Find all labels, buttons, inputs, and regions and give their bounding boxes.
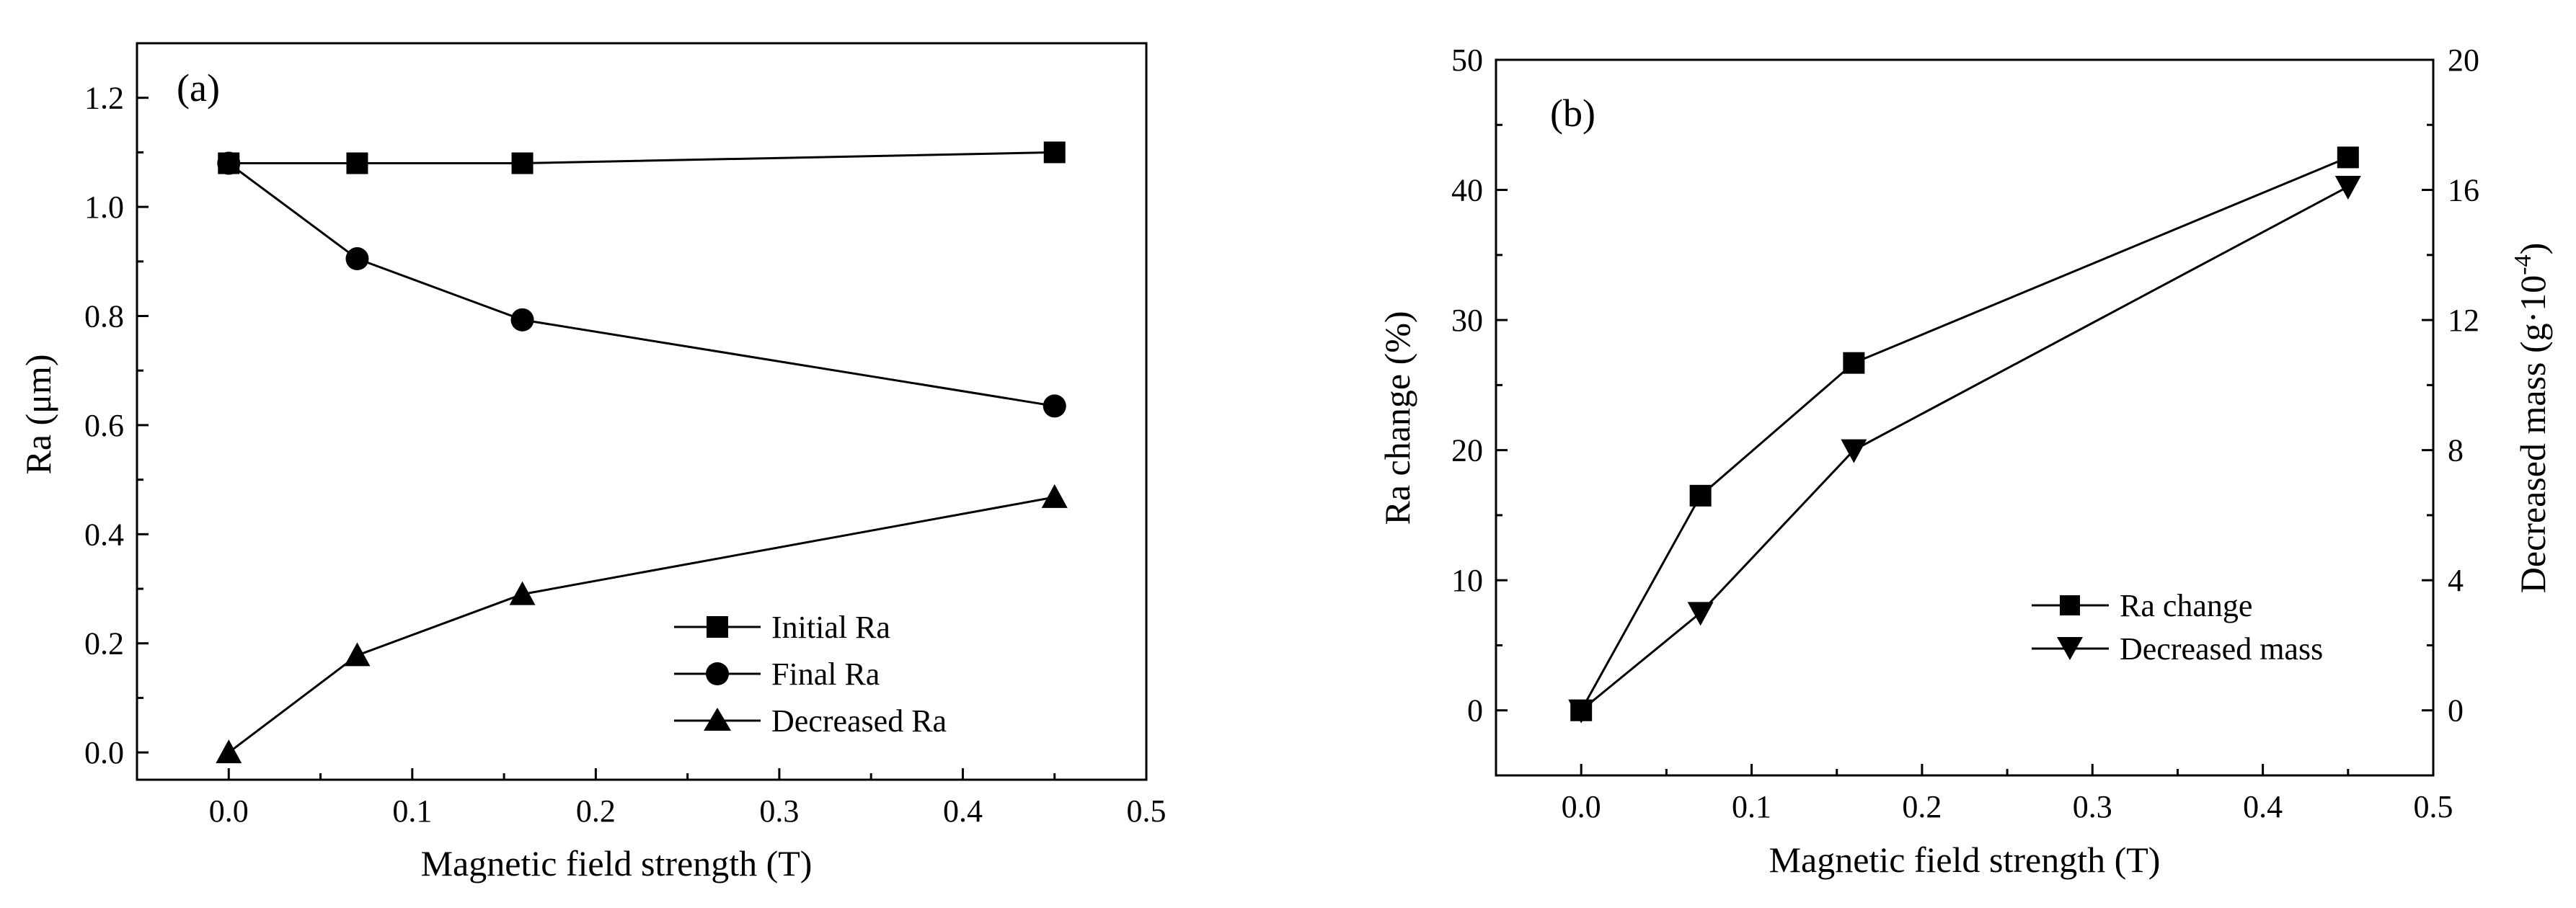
panel-b-right-y-axis-title: Decreased mass (g·10-4) bbox=[2510, 243, 2553, 593]
data-point-decreased-mass bbox=[2334, 176, 2361, 200]
data-point-initial-ra bbox=[511, 152, 534, 174]
panel-a-x-ticks: 0.0 0.1 0.2 0.3 0.4 0.5 bbox=[209, 768, 1167, 829]
series-decreased-mass bbox=[1568, 176, 2361, 724]
data-point-decreased-ra bbox=[1041, 484, 1068, 508]
x-tick-label: 0.1 bbox=[392, 793, 432, 829]
legend-marker-final-ra bbox=[706, 662, 729, 685]
legend-item-ra-change: Ra change bbox=[2032, 588, 2252, 623]
y-tick-label: 16 bbox=[2448, 173, 2479, 208]
panel-b-right-y-ticks: 0 4 8 12 16 20 bbox=[2422, 43, 2479, 729]
data-point-decreased-mass bbox=[1568, 699, 1595, 724]
y-tick-label: 20 bbox=[2448, 43, 2479, 78]
data-point-final-ra bbox=[510, 308, 534, 331]
x-tick-label: 0.1 bbox=[1732, 789, 1771, 824]
legend-item-final-ra: Final Ra bbox=[674, 656, 880, 692]
right-y-title-exponent: -4 bbox=[2510, 254, 2536, 275]
y-tick-label: 0.2 bbox=[84, 626, 124, 662]
panel-b-plot-frame bbox=[1495, 58, 2435, 777]
series-line-decreased-mass bbox=[1580, 185, 2349, 711]
legend-marker-decreased-mass bbox=[2057, 637, 2083, 660]
x-tick-label: 0.3 bbox=[759, 793, 799, 829]
legend-label-decreased-ra: Decreased Ra bbox=[771, 703, 947, 739]
x-tick-label: 0.0 bbox=[1562, 789, 1601, 824]
x-tick-label: 0.2 bbox=[1902, 789, 1942, 824]
y-tick-label: 0.8 bbox=[84, 299, 124, 334]
y-tick-label: 20 bbox=[1451, 433, 1483, 468]
x-tick-label: 0.5 bbox=[1127, 793, 1167, 829]
series-line-final-ra bbox=[228, 162, 1055, 407]
x-tick-label: 0.5 bbox=[2414, 789, 2453, 824]
panel-a-y-axis-title: Ra (μm) bbox=[18, 354, 58, 474]
panel-b-series bbox=[1568, 146, 2361, 724]
panel-a-legend: Initial Ra Final Ra Decreased Ra bbox=[674, 610, 947, 739]
panel-b-label: (b) bbox=[1550, 92, 1595, 135]
x-tick-label: 0.4 bbox=[943, 793, 983, 829]
legend-item-decreased-mass: Decreased mass bbox=[2032, 631, 2323, 667]
y-tick-label: 4 bbox=[2448, 563, 2464, 598]
legend-label-final-ra: Final Ra bbox=[771, 656, 880, 692]
panel-a-series bbox=[216, 141, 1068, 764]
data-point-initial-ra bbox=[346, 152, 368, 174]
legend-item-initial-ra: Initial Ra bbox=[674, 610, 890, 645]
legend-item-decreased-ra: Decreased Ra bbox=[674, 703, 947, 739]
y-tick-label: 12 bbox=[2448, 303, 2479, 338]
series-final-ra bbox=[217, 151, 1066, 418]
y-tick-label: 8 bbox=[2448, 433, 2464, 468]
data-point-decreased-ra bbox=[344, 642, 371, 667]
legend-marker-decreased-ra bbox=[704, 708, 731, 731]
panel-a: 0.0 0.1 0.2 0.3 0.4 0.5 0.0 0.2 0.4 0.6 0.8 1.0 1.2… bbox=[18, 42, 1167, 883]
legend-label-initial-ra: Initial Ra bbox=[771, 610, 890, 645]
data-point-decreased-mass bbox=[1841, 439, 1867, 463]
data-point-ra-change bbox=[1843, 352, 1865, 374]
panel-a-plot-frame bbox=[136, 42, 1148, 781]
y-tick-label: 50 bbox=[1451, 43, 1483, 78]
panel-b: 0.0 0.1 0.2 0.3 0.4 0.5 0 10 20 30 40 50 0 4 8 12 16 20… bbox=[1377, 43, 2553, 880]
y-tick-label: 1.0 bbox=[84, 190, 124, 225]
panel-a-y-ticks: 0.0 0.2 0.4 0.6 0.8 1.0 1.2 bbox=[84, 81, 149, 770]
panel-a-label: (a) bbox=[177, 66, 220, 110]
data-point-final-ra bbox=[217, 151, 241, 175]
legend-label-ra-change: Ra change bbox=[2120, 588, 2252, 623]
data-point-final-ra bbox=[1043, 394, 1066, 418]
data-point-final-ra bbox=[345, 247, 369, 271]
legend-marker-initial-ra bbox=[707, 616, 728, 638]
y-tick-label: 10 bbox=[1451, 563, 1483, 598]
data-point-ra-change bbox=[2337, 146, 2359, 169]
series-line-initial-ra bbox=[229, 151, 1055, 165]
right-y-title-main: Decreased mass (g·10 bbox=[2513, 275, 2553, 593]
legend-label-decreased-mass: Decreased mass bbox=[2120, 631, 2323, 667]
panel-a-x-axis-title: Magnetic field strength (T) bbox=[421, 843, 813, 883]
x-tick-label: 0.4 bbox=[2243, 789, 2283, 824]
panel-b-x-ticks: 0.0 0.1 0.2 0.3 0.4 0.5 bbox=[1562, 764, 2453, 824]
y-tick-label: 40 bbox=[1451, 173, 1483, 208]
panel-b-legend: Ra change Decreased mass bbox=[2032, 588, 2323, 667]
y-tick-label: 0.4 bbox=[84, 517, 124, 552]
y-tick-label: 0 bbox=[2448, 693, 2464, 729]
panel-b-x-axis-title: Magnetic field strength (T) bbox=[1769, 840, 2161, 880]
x-tick-label: 0.3 bbox=[2073, 789, 2112, 824]
data-point-decreased-ra bbox=[216, 739, 242, 764]
x-tick-label: 0.2 bbox=[576, 793, 616, 829]
series-line-ra-change bbox=[1580, 156, 2349, 711]
data-point-decreased-mass bbox=[1687, 602, 1714, 626]
series-line-decreased-ra bbox=[228, 496, 1055, 754]
y-tick-label: 0.6 bbox=[84, 408, 124, 443]
x-tick-label: 0.0 bbox=[209, 793, 249, 829]
data-point-decreased-ra bbox=[509, 581, 536, 605]
data-point-ra-change bbox=[1689, 484, 1712, 507]
y-tick-label: 0.0 bbox=[84, 735, 124, 770]
y-tick-label: 1.2 bbox=[84, 81, 124, 116]
panel-b-left-y-axis-title: Ra change (%) bbox=[1377, 311, 1417, 525]
right-y-title-close: ) bbox=[2513, 243, 2553, 255]
y-tick-label: 0 bbox=[1467, 693, 1483, 729]
series-initial-ra bbox=[218, 141, 1066, 174]
panel-b-left-y-ticks: 0 10 20 30 40 50 bbox=[1451, 43, 1508, 729]
y-tick-label: 30 bbox=[1451, 303, 1483, 338]
series-decreased-ra bbox=[216, 484, 1068, 764]
legend-marker-ra-change bbox=[2060, 595, 2080, 615]
data-point-initial-ra bbox=[1043, 141, 1066, 164]
